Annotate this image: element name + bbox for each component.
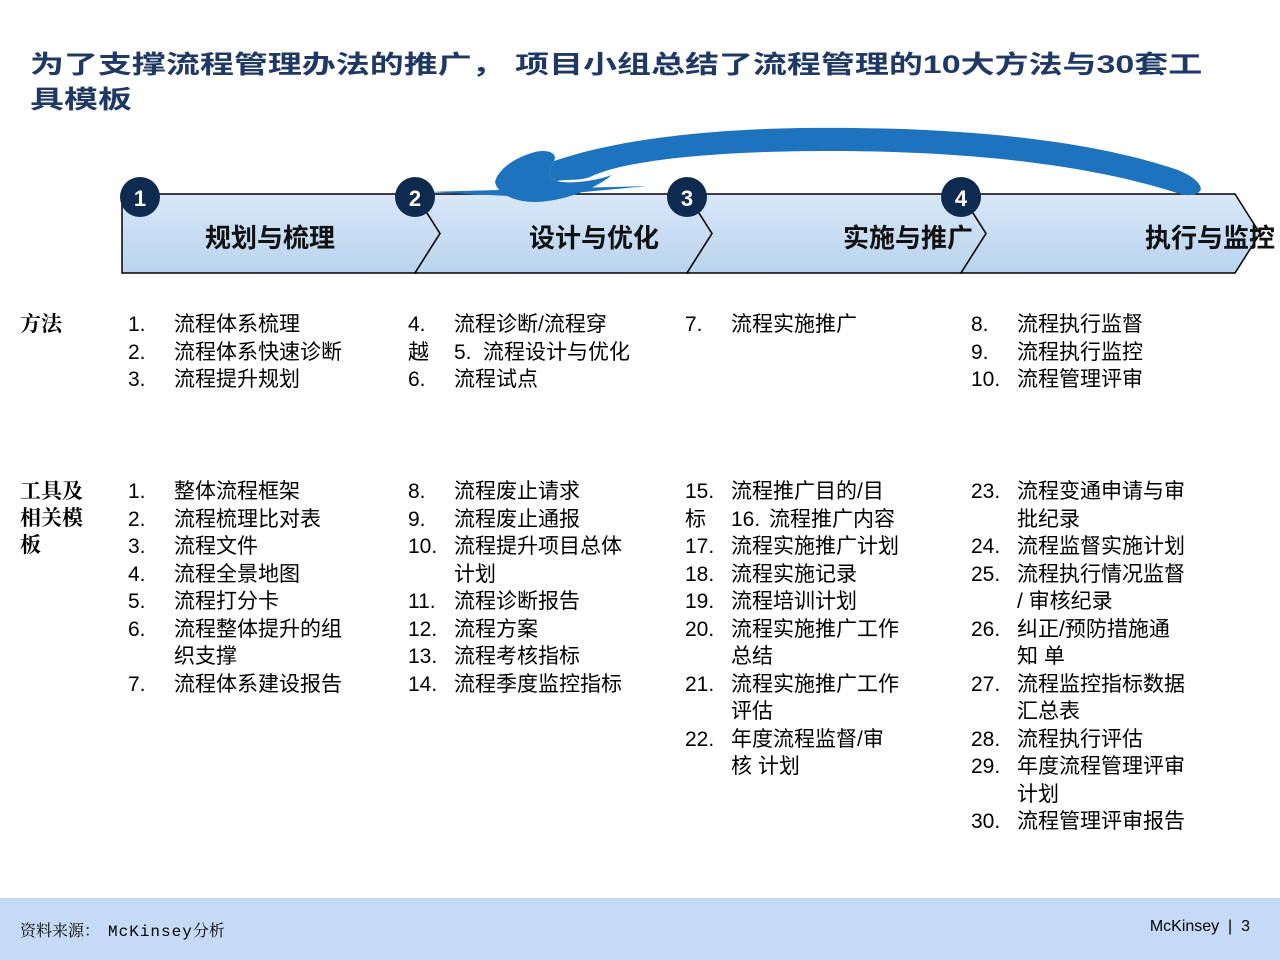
svg-text:2: 2 xyxy=(409,186,421,211)
svg-text:1: 1 xyxy=(134,186,146,211)
svg-text:规划与梳理: 规划与梳理 xyxy=(205,218,335,255)
svg-text:执行与监控: 执行与监控 xyxy=(1145,218,1275,255)
svg-text:实施与推广: 实施与推广 xyxy=(843,218,973,255)
svg-text:4: 4 xyxy=(955,186,968,211)
svg-text:设计与优化: 设计与优化 xyxy=(529,218,659,255)
svg-text:3: 3 xyxy=(681,186,693,211)
